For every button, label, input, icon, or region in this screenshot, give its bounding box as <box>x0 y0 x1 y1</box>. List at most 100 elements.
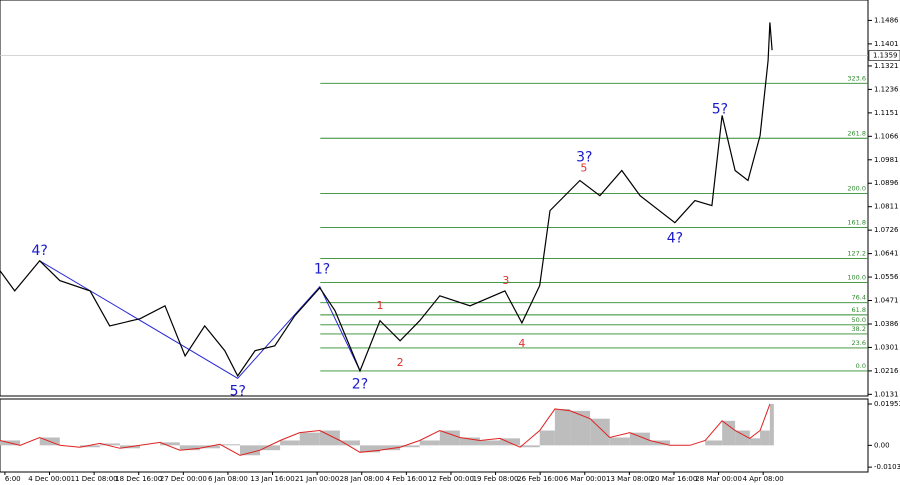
wave-label: 5? <box>230 383 246 399</box>
fib-label: 50.0 <box>852 316 866 324</box>
fib-label: 323.6 <box>847 74 866 82</box>
y-tick-label: 1.0131 <box>874 390 899 398</box>
y-tick-label: 1.0556 <box>874 273 899 281</box>
y-tick-label: 1.0301 <box>874 343 899 351</box>
histogram-bar <box>554 408 571 446</box>
histogram-bar <box>339 440 360 446</box>
current-price-label: 1.1359 <box>873 51 898 59</box>
y-tick-label: 1.1066 <box>874 132 899 140</box>
histogram-bar <box>380 445 401 451</box>
histogram-bar <box>439 430 460 446</box>
fib-label: 100.0 <box>847 274 866 282</box>
x-tick-label: 6 Jan 08:00 <box>208 475 248 483</box>
histogram-bar <box>219 444 240 446</box>
histogram-bar <box>260 445 281 451</box>
x-tick-label: 20 Mar 16:00 <box>651 475 698 483</box>
y-tick-label: 1.1151 <box>874 109 899 117</box>
wave-label: 1? <box>314 262 330 278</box>
x-tick-label: 11 Dec 08:00 <box>71 475 118 483</box>
wave-label: 4? <box>667 231 683 247</box>
fib-label: 261.8 <box>847 129 866 137</box>
y-tick-label: 1.0726 <box>874 226 899 234</box>
fib-label: 161.8 <box>847 218 866 226</box>
histogram-bar <box>609 437 630 446</box>
wave-label: 3? <box>576 150 592 166</box>
histogram-bar <box>160 442 180 446</box>
fib-label: 76.4 <box>852 294 866 302</box>
fib-label: 200.0 <box>847 184 866 192</box>
histogram-bar <box>539 430 555 446</box>
histogram-bar <box>199 445 220 449</box>
histogram-bar <box>722 420 736 446</box>
histogram-bar <box>99 443 120 446</box>
x-tick-label: 12 Feb 00:00 <box>428 475 474 483</box>
wave-label: 3 <box>502 274 509 287</box>
x-tick-label: 6 Mar 00:00 <box>564 475 606 483</box>
fib-label: 127.2 <box>847 250 866 258</box>
y-tick-label: 1.0216 <box>874 367 899 375</box>
histogram-bar <box>629 432 650 446</box>
histogram-bar <box>359 445 381 453</box>
x-tick-label: 18 Dec 16:00 <box>115 475 162 483</box>
histogram-bar <box>735 430 750 446</box>
histogram-bar <box>280 440 300 446</box>
histogram-bar <box>459 437 480 446</box>
y-tick-label: 0.01953 <box>874 400 900 408</box>
histogram-bar <box>590 418 610 446</box>
fib-label: 23.6 <box>852 339 866 347</box>
histogram-bar <box>239 445 261 456</box>
histogram-bar <box>769 404 774 446</box>
x-tick-label: 4 Feb 16:00 <box>386 475 427 483</box>
x-tick-label: 13 Mar 08:00 <box>606 475 653 483</box>
y-tick-label: 0.00 <box>874 441 890 449</box>
x-tick-label: 26 Feb 16:00 <box>517 475 563 483</box>
x-tick-label: 27 Dec 00:00 <box>160 475 207 483</box>
wave-label: 5? <box>712 102 728 118</box>
histogram-bar <box>760 430 770 446</box>
x-tick-label: 4 Apr 08:00 <box>743 475 784 483</box>
histogram-bar <box>79 445 100 448</box>
histogram-bar <box>500 438 521 446</box>
histogram-bar <box>179 445 200 451</box>
histogram-bar <box>705 440 723 446</box>
y-tick-label: 1.1236 <box>874 85 899 93</box>
wave-label: 5 <box>580 162 587 175</box>
histogram-bar <box>479 440 501 446</box>
fib-label: 0.0 <box>856 362 866 370</box>
wave-label: 2? <box>352 376 368 392</box>
x-tick-label: 28 Mar 00:00 <box>695 475 742 483</box>
signal-line <box>0 403 771 456</box>
y-tick-label: 1.0641 <box>874 250 899 258</box>
histogram-bar <box>400 445 420 448</box>
x-tick-label: 6:00 <box>5 475 21 483</box>
x-tick-label: 28 Jan 08:00 <box>340 475 384 483</box>
y-tick-label: -0.0103 <box>874 463 900 471</box>
price-panel <box>0 0 869 397</box>
y-tick-label: 1.1401 <box>874 40 899 48</box>
y-tick-label: 1.0896 <box>874 179 899 187</box>
x-tick-label: 21 Jan 00:00 <box>295 475 339 483</box>
histogram-bar <box>570 410 591 446</box>
wave-label: 4 <box>518 337 525 350</box>
wave-label: 2 <box>397 356 404 369</box>
histogram-bar <box>419 440 440 446</box>
fib-label: 61.8 <box>852 306 866 314</box>
price-line <box>0 22 773 378</box>
current-price-box <box>868 50 900 61</box>
histogram-bar <box>299 432 320 446</box>
y-tick-label: 1.0981 <box>874 156 899 164</box>
fib-label: 38.2 <box>852 325 866 333</box>
wave-label: 1 <box>377 299 384 312</box>
y-tick-label: 1.0471 <box>874 297 899 305</box>
y-tick-label: 1.1321 <box>874 62 899 70</box>
y-tick-label: 1.1486 <box>874 16 899 24</box>
histogram-bar <box>319 430 340 446</box>
x-tick-label: 19 Feb 08:00 <box>473 475 519 483</box>
x-tick-label: 13 Jan 16:00 <box>250 475 294 483</box>
histogram-bar <box>749 438 761 446</box>
y-tick-label: 1.0811 <box>874 203 899 211</box>
y-tick-label: 1.0386 <box>874 320 899 328</box>
wave-label: 4? <box>32 243 48 259</box>
x-tick-label: 4 Dec 00:00 <box>28 475 71 483</box>
